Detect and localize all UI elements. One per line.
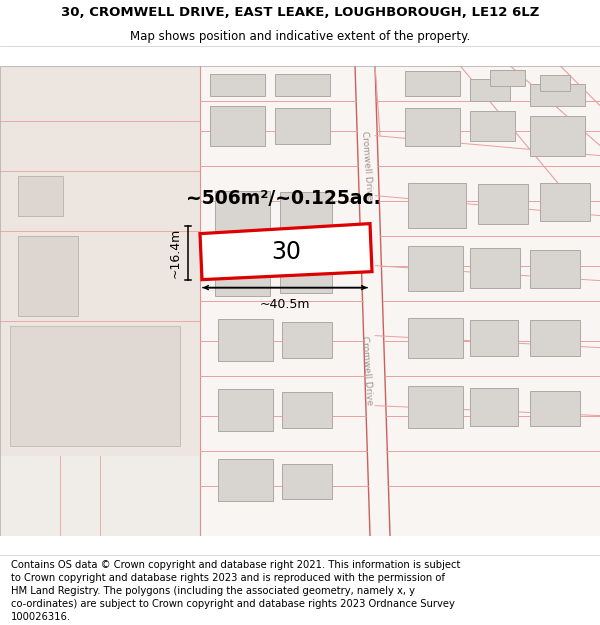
Text: Map shows position and indicative extent of the property.: Map shows position and indicative extent… (130, 29, 470, 42)
Text: 30, CROMWELL DRIVE, EAST LEAKE, LOUGHBOROUGH, LE12 6LZ: 30, CROMWELL DRIVE, EAST LEAKE, LOUGHBOR… (61, 6, 539, 19)
Text: 100026316.: 100026316. (11, 612, 71, 622)
Bar (490, 69, 525, 86)
Bar (0, 456, 200, 536)
Bar (275, 74, 330, 96)
Text: 30: 30 (271, 239, 301, 264)
Bar (210, 106, 265, 146)
Bar (210, 74, 265, 96)
Bar (540, 74, 570, 91)
Text: Cromwell Drive: Cromwell Drive (360, 131, 374, 201)
Bar (405, 107, 460, 146)
Bar (408, 246, 463, 291)
Polygon shape (200, 224, 372, 279)
Polygon shape (0, 66, 200, 456)
Bar (405, 71, 460, 96)
Bar (470, 388, 518, 426)
Bar (18, 236, 78, 316)
Bar (215, 191, 270, 231)
Bar (218, 319, 273, 361)
Text: ~16.4m: ~16.4m (169, 228, 182, 278)
Bar (470, 319, 518, 356)
Text: co-ordinates) are subject to Crown copyright and database rights 2023 Ordnance S: co-ordinates) are subject to Crown copyr… (11, 599, 455, 609)
Bar (280, 192, 332, 228)
Bar (408, 386, 463, 428)
Bar (470, 111, 515, 141)
Text: Cromwell Drive: Cromwell Drive (360, 336, 374, 406)
Text: ~506m²/~0.125ac.: ~506m²/~0.125ac. (185, 189, 380, 208)
Bar (18, 176, 63, 216)
Bar (218, 389, 273, 431)
Bar (282, 392, 332, 428)
Bar (530, 319, 580, 356)
Bar (530, 84, 585, 106)
Bar (530, 249, 580, 288)
Text: Contains OS data © Crown copyright and database right 2021. This information is : Contains OS data © Crown copyright and d… (11, 560, 460, 570)
Bar (530, 116, 585, 156)
Bar (470, 248, 520, 288)
Bar (275, 107, 330, 144)
Bar (470, 79, 510, 101)
Bar (280, 254, 332, 292)
Bar (10, 326, 180, 446)
Bar (408, 182, 466, 228)
Bar (530, 391, 580, 426)
Bar (282, 322, 332, 357)
Text: to Crown copyright and database rights 2023 and is reproduced with the permissio: to Crown copyright and database rights 2… (11, 573, 445, 583)
Bar (408, 318, 463, 357)
Bar (218, 459, 273, 501)
Text: ~40.5m: ~40.5m (260, 298, 310, 311)
Bar (478, 184, 528, 224)
Bar (215, 254, 270, 296)
Text: HM Land Registry. The polygons (including the associated geometry, namely x, y: HM Land Registry. The polygons (includin… (11, 586, 415, 596)
Bar (540, 182, 590, 221)
Bar (282, 464, 332, 499)
